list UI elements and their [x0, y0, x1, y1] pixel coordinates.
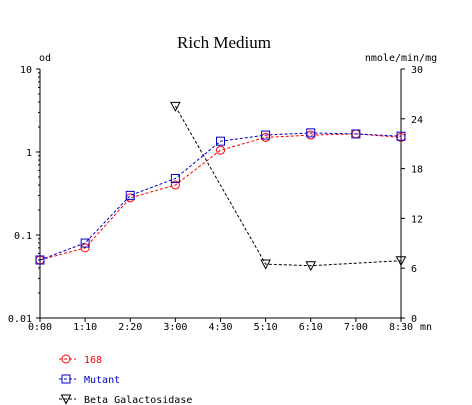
data-point-168	[80, 243, 90, 253]
left-tick-label: 10	[20, 65, 32, 76]
data-point-beta-galactosidase	[170, 101, 181, 112]
right-tick-label: 18	[411, 165, 423, 176]
data-point-mutant	[35, 255, 45, 265]
left-tick-label: 1	[26, 148, 32, 159]
right-axis-label: nmole/min/mg	[365, 53, 437, 64]
left-tick-label: 0.01	[8, 314, 32, 325]
right-tick-label: 0	[411, 314, 417, 325]
x-tick-label: 0:00	[28, 322, 52, 333]
data-point-mutant	[125, 190, 135, 200]
data-point-mutant	[261, 130, 271, 140]
data-point-beta-galactosidase	[395, 256, 407, 267]
x-tick-label: 6:10	[299, 322, 323, 333]
series-line-beta-galactosidase	[174, 106, 402, 267]
plot-frame	[39, 69, 402, 319]
x-tick-label: 5:10	[254, 322, 278, 333]
x-tick-label: 2:20	[118, 322, 142, 333]
right-tick-label: 6	[411, 264, 417, 275]
data-point-beta-galactosidase	[260, 259, 271, 270]
data-point-mutant	[306, 128, 316, 138]
x-tick-label: 8:30	[389, 322, 413, 333]
legend-label: 168	[84, 355, 102, 366]
series-line-168	[39, 133, 402, 261]
data-point-168	[170, 180, 180, 190]
x-tick-label: 7:00	[344, 322, 368, 333]
data-point-mutant	[170, 173, 180, 183]
series-line-mutant	[39, 132, 402, 261]
legend: 168 Mutant Beta Galactosidase	[59, 354, 192, 405]
legend-label: Mutant	[84, 375, 120, 386]
x-axis-ticks: 0:00 1:10 2:20 3:00 4:30 5:10 6:10 7:00 8:30	[28, 318, 413, 333]
x-axis-unit: mn	[420, 322, 432, 333]
x-tick-label: 3:00	[163, 322, 187, 333]
left-axis-ticks: 0.01 0.1 1 10	[8, 65, 40, 325]
x-tick-label: 1:10	[73, 322, 97, 333]
legend-marker	[60, 394, 72, 405]
data-point-168	[216, 145, 225, 155]
x-tick-label: 4:30	[208, 322, 232, 333]
left-axis-label: od	[39, 53, 51, 64]
legend-marker	[61, 354, 71, 364]
data-point-mutant	[80, 238, 90, 248]
series-layer	[35, 101, 407, 272]
left-tick-label: 0.1	[14, 231, 32, 242]
chart-title: Rich Medium	[177, 33, 271, 52]
right-tick-label: 24	[411, 115, 423, 126]
data-point-mutant	[351, 129, 361, 139]
right-axis-ticks: 0 6 12 18 24 30	[401, 65, 423, 325]
right-tick-label: 30	[411, 65, 423, 76]
legend-marker	[61, 374, 71, 384]
right-tick-label: 12	[411, 214, 423, 225]
data-point-beta-galactosidase	[305, 261, 317, 272]
data-point-mutant	[216, 136, 225, 146]
legend-label: Beta Galactosidase	[84, 395, 192, 405]
data-point-mutant	[396, 131, 406, 141]
